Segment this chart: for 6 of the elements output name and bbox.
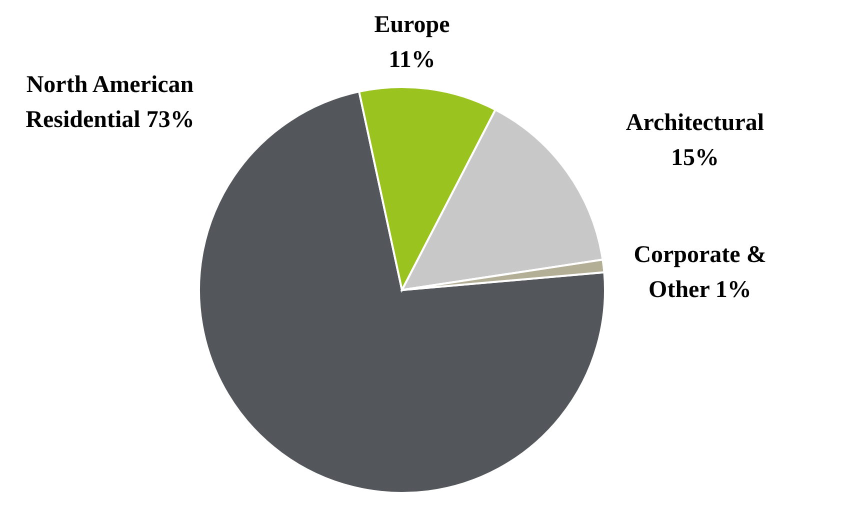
slice-label: Corporate & Other 1%	[634, 242, 766, 303]
slice-label: North American Residential 73%	[26, 72, 194, 133]
data-label: 15%	[671, 145, 719, 171]
slice-label: Europe	[374, 12, 450, 38]
slice-label: Architectural	[626, 110, 764, 136]
data-label: 11%	[388, 47, 436, 73]
